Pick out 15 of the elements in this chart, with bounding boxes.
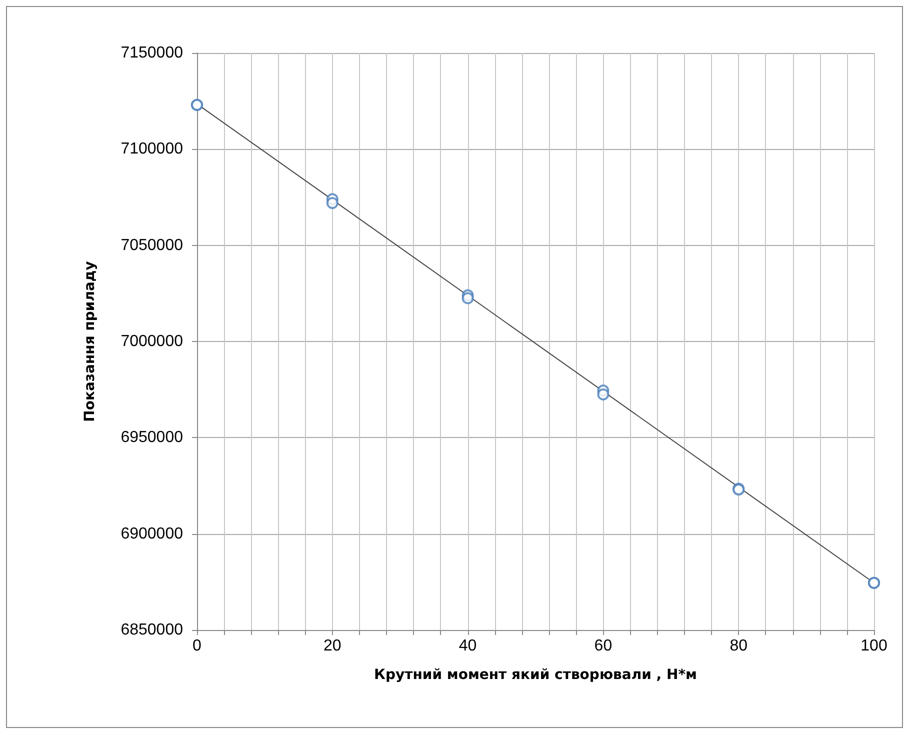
y-axis-title: Показання приладу <box>82 261 98 422</box>
x-tick-label: 60 <box>594 638 612 654</box>
x-tick-label: 100 <box>860 638 888 654</box>
y-tick-label: 7050000 <box>120 236 184 254</box>
x-tick-label: 20 <box>324 638 342 654</box>
y-tick-label: 7000000 <box>120 333 184 350</box>
x-tick-label: 0 <box>192 638 202 654</box>
x-tick-label: 80 <box>730 638 748 654</box>
y-tick-label: 7100000 <box>120 140 184 158</box>
y-tick-label: 6950000 <box>120 429 184 446</box>
x-tick-label: 40 <box>458 638 477 654</box>
y-tick-label: 6850000 <box>120 622 184 638</box>
x-axis-title: Крутний момент який створювали , Н*м <box>374 667 697 683</box>
y-tick-label: 7150000 <box>120 44 184 62</box>
y-tick-label: 6900000 <box>120 525 184 542</box>
